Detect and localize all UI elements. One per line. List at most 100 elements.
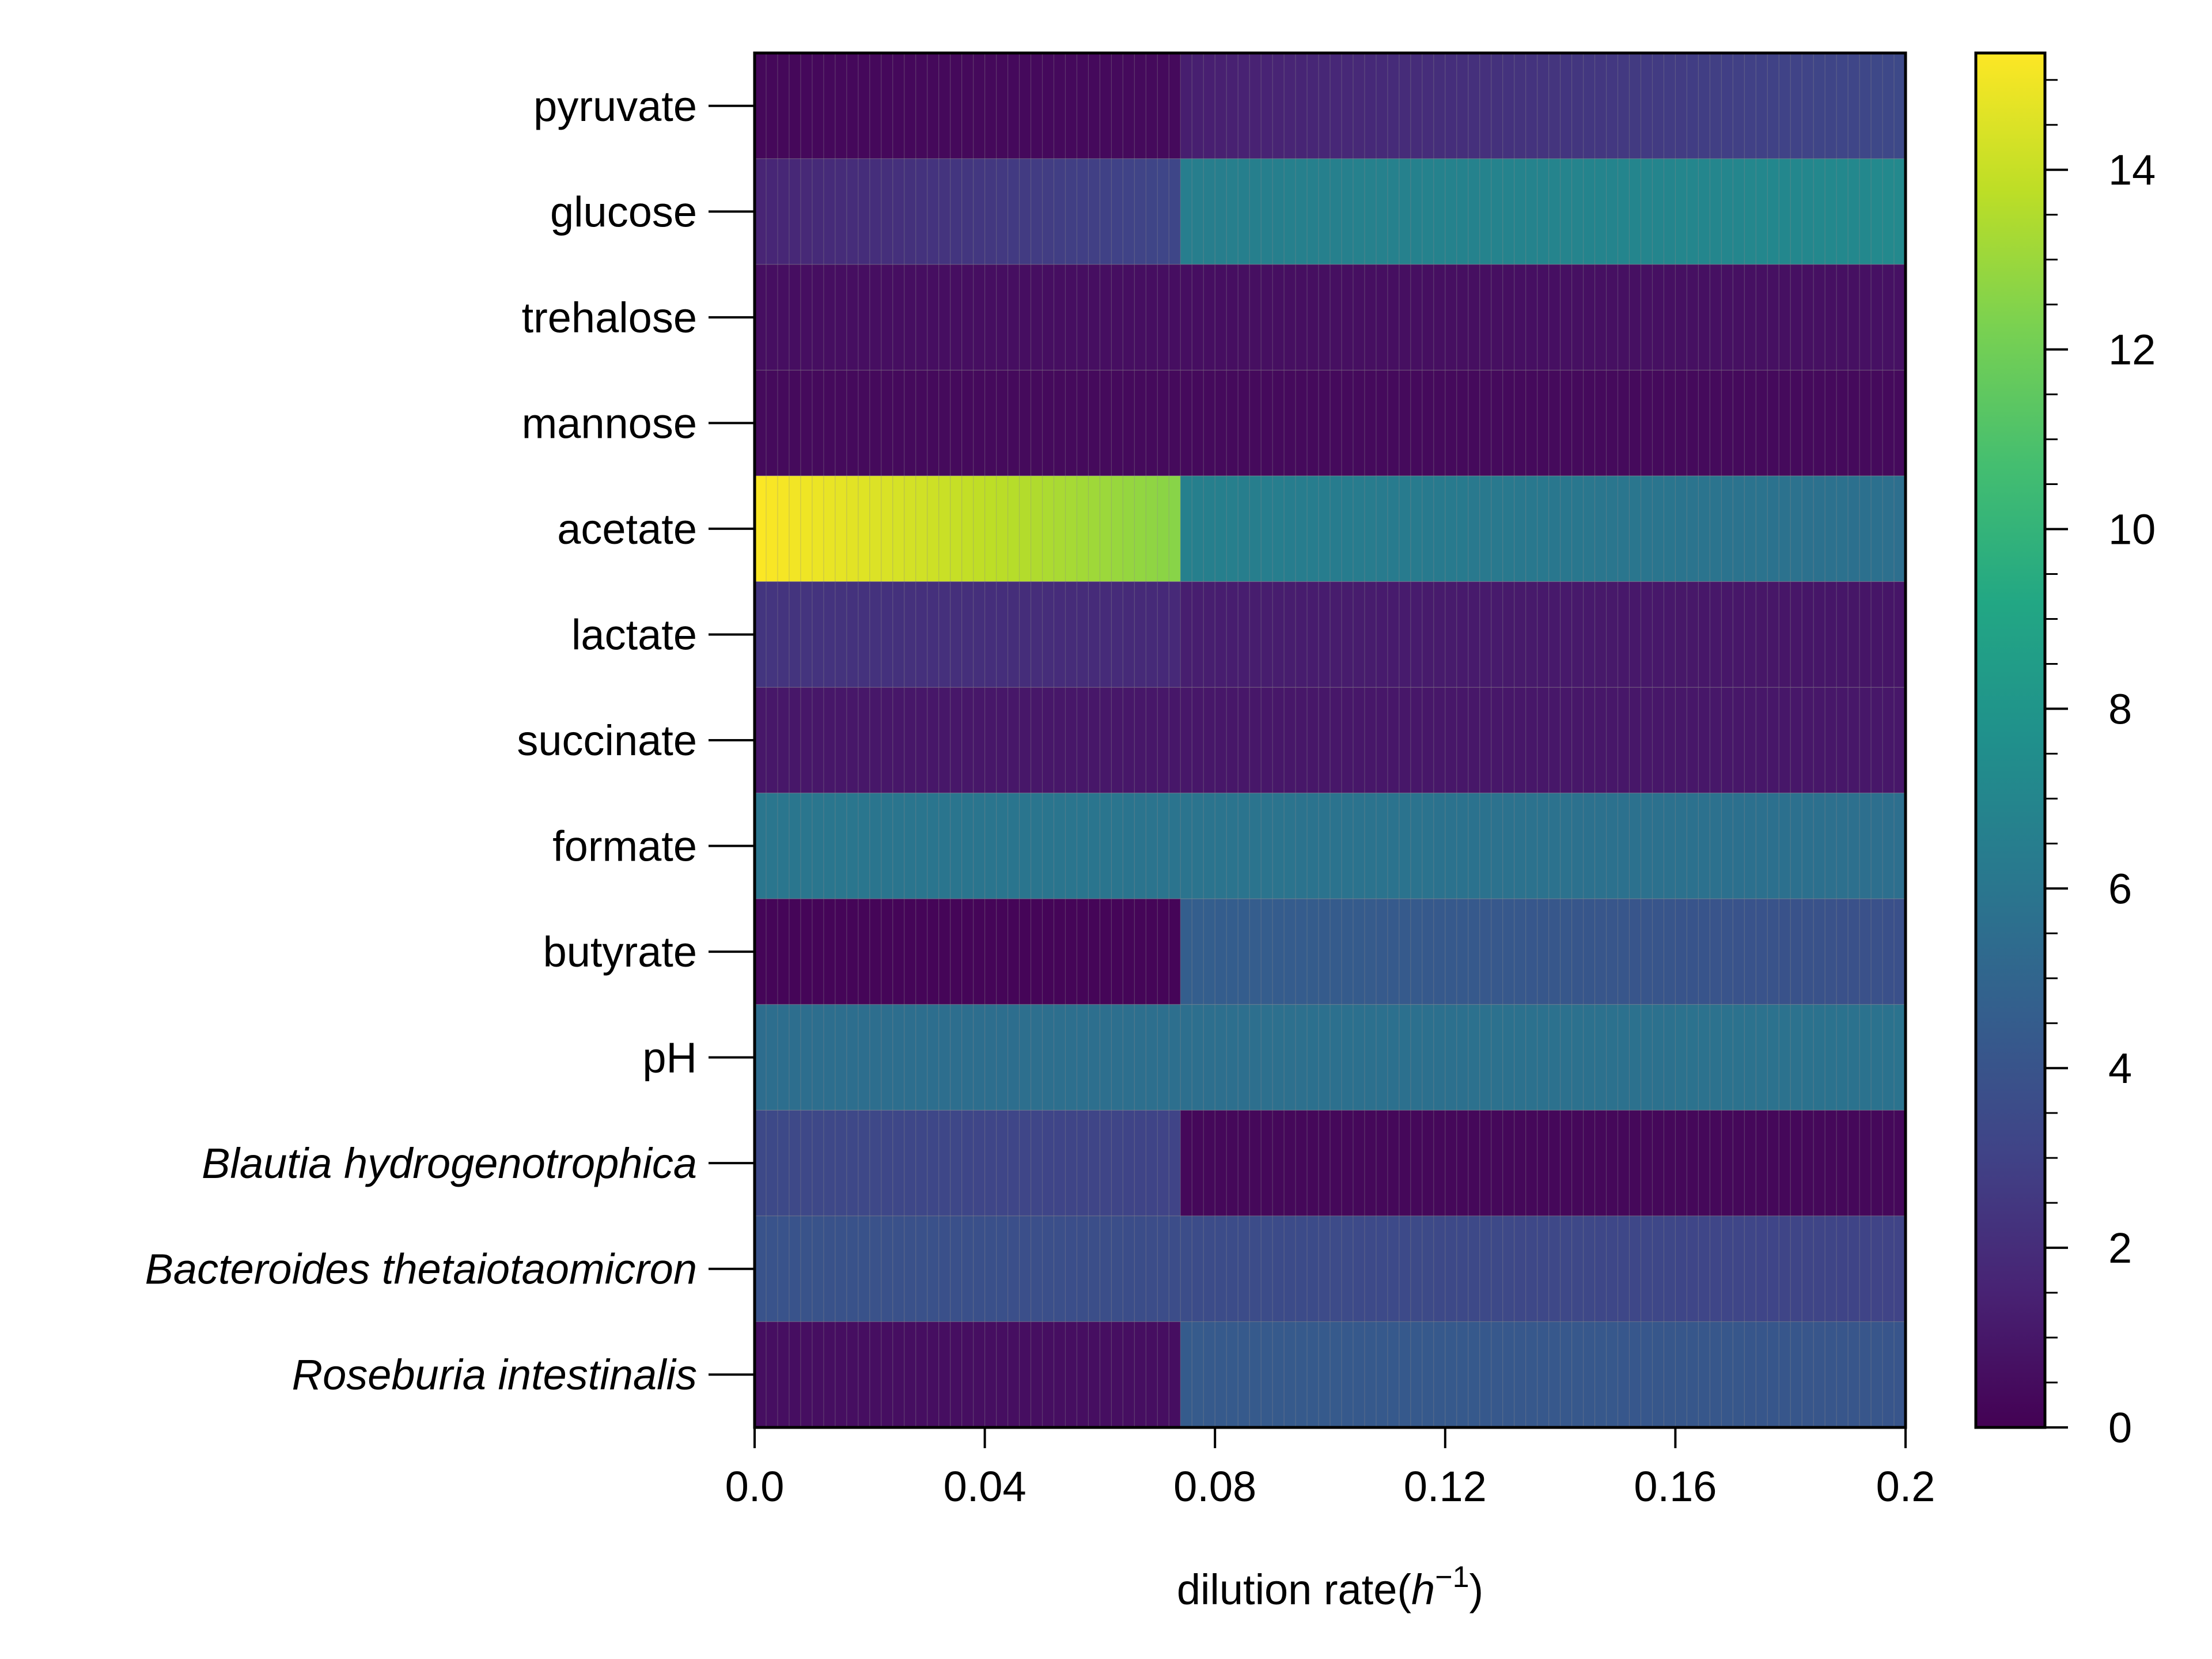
- heatmap-cell: [1226, 1110, 1238, 1216]
- heatmap-cell: [1054, 582, 1066, 688]
- heatmap-cell: [1376, 899, 1388, 1005]
- heatmap-cell: [1238, 793, 1250, 899]
- heatmap-cell: [1411, 1216, 1423, 1322]
- heatmap-cell: [1813, 687, 1825, 793]
- heatmap-cell: [1480, 370, 1492, 476]
- heatmap-cell: [1111, 370, 1123, 476]
- heatmap-cell: [1813, 1005, 1825, 1111]
- heatmap-cell: [1825, 370, 1837, 476]
- heatmap-cell: [916, 1005, 928, 1111]
- y-tick-label: pyruvate: [533, 82, 697, 130]
- heatmap-cell: [1342, 264, 1354, 370]
- heatmap-cell: [1307, 159, 1319, 265]
- heatmap-cell: [927, 687, 940, 793]
- heatmap-cell: [1272, 159, 1285, 265]
- heatmap-cell: [1388, 582, 1400, 688]
- heatmap-cell: [1319, 159, 1331, 265]
- heatmap-cell: [824, 899, 836, 1005]
- heatmap-cell: [1353, 1321, 1365, 1427]
- heatmap-cell: [1836, 1005, 1849, 1111]
- heatmap-cell: [1549, 899, 1561, 1005]
- heatmap-cell: [1100, 370, 1112, 476]
- heatmap-cell: [1514, 899, 1527, 1005]
- heatmap-cell: [801, 899, 813, 1005]
- heatmap-cell: [1249, 1216, 1262, 1322]
- heatmap-cell: [1813, 1321, 1825, 1427]
- heatmap-cell: [1100, 687, 1112, 793]
- heatmap-cell: [1756, 1005, 1768, 1111]
- heatmap-cell: [1365, 476, 1377, 582]
- heatmap-cell: [1261, 899, 1273, 1005]
- heatmap-cell: [778, 264, 790, 370]
- heatmap-cell: [1020, 1216, 1032, 1322]
- heatmap-cell: [1411, 159, 1423, 265]
- heatmap-cell: [939, 687, 951, 793]
- heatmap-cell: [1399, 370, 1411, 476]
- heatmap-cell: [1388, 793, 1400, 899]
- heatmap-cell: [812, 370, 824, 476]
- heatmap-cell: [1296, 793, 1308, 899]
- heatmap-cell: [1514, 687, 1527, 793]
- heatmap-cell: [893, 793, 905, 899]
- heatmap-cell: [1836, 1110, 1849, 1216]
- heatmap-cell: [1054, 370, 1066, 476]
- heatmap-cell: [1249, 687, 1262, 793]
- heatmap-cell: [1261, 687, 1273, 793]
- heatmap-cell: [1721, 1321, 1733, 1427]
- heatmap-cell: [1157, 476, 1169, 582]
- heatmap-cell: [1330, 159, 1342, 265]
- heatmap-cell: [1767, 687, 1779, 793]
- heatmap-cell: [962, 1110, 974, 1216]
- heatmap-cell: [1422, 370, 1434, 476]
- heatmap-cell: [1698, 582, 1710, 688]
- heatmap-cell: [1272, 582, 1285, 688]
- heatmap-cell: [1802, 264, 1814, 370]
- heatmap-cell: [1457, 1005, 1469, 1111]
- heatmap-cell: [1871, 1005, 1883, 1111]
- heatmap-cell: [1031, 1005, 1043, 1111]
- heatmap-cell: [927, 53, 940, 159]
- heatmap-cell: [1376, 793, 1388, 899]
- heatmap-cell: [997, 370, 1009, 476]
- heatmap-cell: [1859, 687, 1872, 793]
- heatmap-cell: [1618, 1110, 1630, 1216]
- heatmap-cell: [1537, 370, 1550, 476]
- heatmap-cell: [1710, 476, 1722, 582]
- heatmap-cell: [1307, 1110, 1319, 1216]
- heatmap-cell: [1641, 793, 1653, 899]
- heatmap-cell: [1215, 159, 1227, 265]
- heatmap-cell: [1077, 1110, 1089, 1216]
- heatmap-cell: [1779, 370, 1791, 476]
- heatmap-cell: [1157, 370, 1169, 476]
- heatmap-cell: [1790, 687, 1802, 793]
- heatmap-cell: [1560, 1005, 1573, 1111]
- heatmap-cell: [812, 1321, 824, 1427]
- heatmap-cell: [789, 687, 801, 793]
- heatmap-cell: [939, 793, 951, 899]
- heatmap-cell: [1871, 264, 1883, 370]
- heatmap-cell: [1020, 1321, 1032, 1427]
- heatmap-cell: [789, 1216, 801, 1322]
- heatmap-cell: [1296, 370, 1308, 476]
- heatmap-cell: [1790, 1216, 1802, 1322]
- heatmap-cell: [1848, 476, 1860, 582]
- heatmap-cell: [1169, 1005, 1181, 1111]
- heatmap-cell: [893, 1110, 905, 1216]
- heatmap-cell: [1572, 1321, 1584, 1427]
- heatmap-cell: [824, 1216, 836, 1322]
- heatmap-cell: [916, 476, 928, 582]
- heatmap-cell: [1664, 1321, 1676, 1427]
- heatmap-cell: [1192, 793, 1204, 899]
- heatmap-cell: [1675, 159, 1687, 265]
- heatmap-cell: [881, 793, 893, 899]
- heatmap-cell: [1744, 476, 1756, 582]
- heatmap-cell: [1664, 1110, 1676, 1216]
- heatmap-cell: [1008, 1321, 1020, 1427]
- heatmap-cell: [904, 582, 916, 688]
- heatmap-cell: [1457, 159, 1469, 265]
- heatmap-cell: [1687, 159, 1699, 265]
- heatmap-cell: [1284, 687, 1296, 793]
- heatmap-cell: [1008, 264, 1020, 370]
- heatmap-cell: [1744, 53, 1756, 159]
- heatmap-cell: [1180, 370, 1192, 476]
